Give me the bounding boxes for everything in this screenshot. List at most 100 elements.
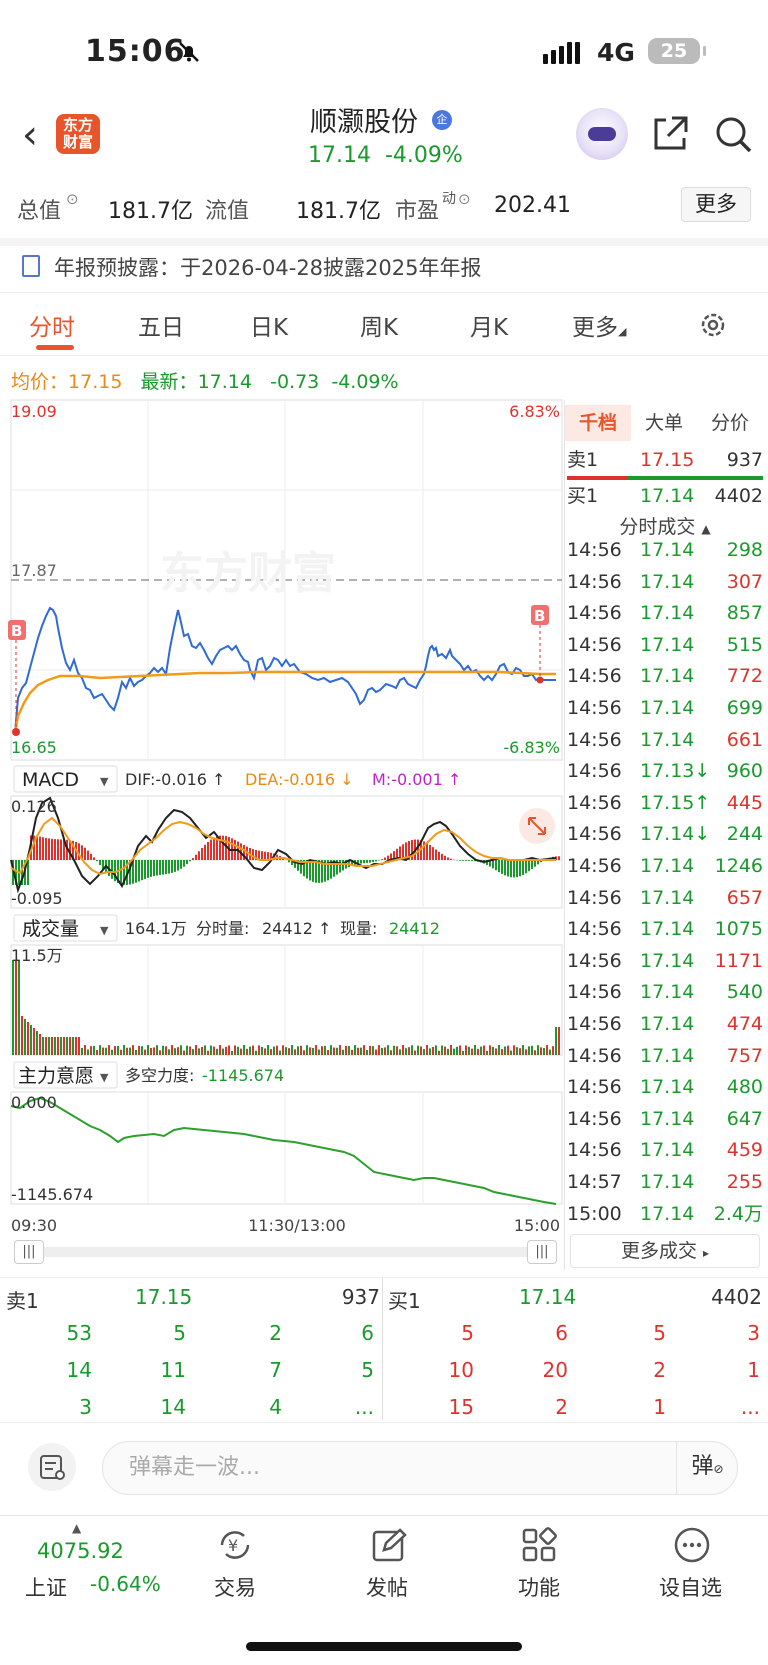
- nav-post[interactable]: 发帖: [366, 1576, 408, 1600]
- info-icon[interactable]: ⊙: [66, 190, 79, 208]
- danmaku-input[interactable]: 弹幕走一波...: [102, 1441, 738, 1495]
- more-button[interactable]: 更多: [681, 187, 751, 222]
- tick-time: 14:56: [567, 1139, 622, 1162]
- nav-trade[interactable]: 交易: [214, 1576, 256, 1600]
- tab-big-orders[interactable]: 大单: [644, 412, 683, 434]
- ob-sell-price: 17.15: [135, 1285, 193, 1309]
- back-icon[interactable]: ‹: [22, 112, 38, 158]
- macd-bar: [258, 850, 260, 860]
- macd-bar: [360, 860, 362, 864]
- expand-up-icon[interactable]: ▲: [72, 1521, 82, 1535]
- index-name[interactable]: 上证: [25, 1576, 67, 1600]
- volume-bar: [192, 1049, 194, 1055]
- nav-add-watchlist[interactable]: 设自选: [659, 1576, 722, 1600]
- macd-bar: [507, 860, 509, 877]
- tick-price: 17.14: [640, 949, 695, 972]
- macd-bar: [135, 860, 137, 883]
- search-icon[interactable]: [713, 114, 753, 158]
- macd-bar: [165, 860, 167, 875]
- gear-icon[interactable]: [698, 310, 728, 344]
- tab-intraday[interactable]: 分时: [29, 315, 75, 341]
- share-icon[interactable]: [650, 114, 690, 158]
- report-notice[interactable]: 年报预披露：于2026-04-28披露2025年年报: [54, 256, 482, 280]
- volume-bar: [393, 1045, 395, 1055]
- tick-time: 14:56: [567, 602, 622, 625]
- tab-monthly-k[interactable]: 月K: [470, 315, 509, 341]
- scroll-handle-left[interactable]: |||: [14, 1240, 44, 1264]
- tick-volume: 2.4万: [713, 1202, 763, 1225]
- volume-bar: [21, 1016, 23, 1055]
- volume-total: 164.1万: [125, 919, 187, 938]
- tick-volume: 647: [726, 1107, 763, 1130]
- tick-volume: 772: [726, 665, 763, 688]
- macd-bar: [243, 845, 245, 860]
- macd-bar: [438, 851, 440, 860]
- volume-bar: [465, 1045, 467, 1055]
- macd-bar: [90, 853, 92, 860]
- intraday-chart[interactable]: 东方财富 B B 19.09 17.87 16.65 6.83% -6.83% …: [0, 398, 565, 1246]
- volume-bar: [126, 1047, 128, 1055]
- volume-bar: [228, 1045, 230, 1055]
- more-dots-icon[interactable]: [673, 1526, 711, 1568]
- volume-bar: [147, 1045, 149, 1055]
- volume-bar: [114, 1046, 116, 1055]
- volume-bar: [51, 1037, 53, 1055]
- tab-more[interactable]: 更多◢: [572, 315, 627, 341]
- macd-bar: [180, 860, 182, 869]
- tick-time: 14:56: [567, 760, 622, 783]
- scroll-handle-right[interactable]: |||: [527, 1240, 557, 1264]
- ob-sell-queue-cell: 7: [269, 1358, 282, 1382]
- volume-bar: [513, 1045, 515, 1055]
- macd-bar: [363, 860, 365, 864]
- volume-bar: [459, 1045, 461, 1055]
- volume-bar: [324, 1045, 326, 1055]
- tick-price: 17.14: [640, 1139, 695, 1162]
- volume-bar: [267, 1045, 269, 1055]
- pe-info-icon[interactable]: ⊙: [458, 190, 471, 208]
- tick-volume: 1246: [714, 855, 763, 877]
- macd-bar: [255, 849, 257, 860]
- tick-price: 17.14: [640, 1044, 695, 1067]
- volume-bar: [318, 1049, 320, 1055]
- ticks-header[interactable]: 分时成交 ▲: [619, 516, 711, 538]
- volume-bar: [237, 1046, 239, 1055]
- tick-time: 14:56: [567, 981, 622, 1004]
- index-change[interactable]: -0.64%: [90, 1572, 161, 1596]
- tab-weekly-k[interactable]: 周K: [360, 315, 399, 341]
- macd-bar: [147, 860, 149, 878]
- tab-daily-k[interactable]: 日K: [250, 315, 289, 341]
- macd-bar: [138, 860, 140, 882]
- tab-price-volume[interactable]: 分价: [710, 412, 749, 434]
- volume-bar: [369, 1045, 371, 1055]
- macd-bar: [435, 849, 437, 860]
- chart-scrollbar[interactable]: [14, 1247, 554, 1257]
- index-value[interactable]: 4075.92: [37, 1539, 124, 1563]
- tab-five-day[interactable]: 五日: [138, 315, 184, 341]
- macd-bar: [129, 860, 131, 885]
- post-icon[interactable]: [370, 1526, 408, 1568]
- macd-bar: [102, 860, 104, 869]
- main-force-bottom-label: -1145.674: [11, 1185, 93, 1204]
- float-value: 181.7亿: [296, 199, 381, 224]
- volume-bar: [558, 1027, 560, 1055]
- tick-row: 14:56 17.14 1075: [567, 914, 763, 945]
- trade-icon[interactable]: ¥: [216, 1526, 254, 1568]
- tab-order-depth[interactable]: 千档: [565, 405, 631, 441]
- tab-underline: [36, 345, 74, 350]
- danmaku-toggle-button[interactable]: 弹⊘: [676, 1441, 738, 1495]
- tick-row: 14:56 17.14 772: [567, 661, 763, 692]
- macd-bar: [225, 836, 227, 860]
- minute-volume-label: 分时量:: [196, 919, 249, 938]
- volume-bar: [156, 1045, 158, 1055]
- macd-bar: [471, 860, 473, 861]
- battery-icon: 25: [648, 38, 706, 64]
- assistant-robot-icon[interactable]: [576, 108, 628, 160]
- nav-functions[interactable]: 功能: [518, 1576, 560, 1600]
- macd-bar: [156, 860, 158, 876]
- volume-bar: [345, 1046, 347, 1055]
- volume-bar: [99, 1045, 101, 1055]
- danmaku-settings-icon[interactable]: [28, 1443, 76, 1491]
- apps-icon[interactable]: [520, 1526, 558, 1568]
- more-ticks-button[interactable]: 更多成交 ▸: [570, 1234, 760, 1268]
- macd-bar: [51, 838, 53, 860]
